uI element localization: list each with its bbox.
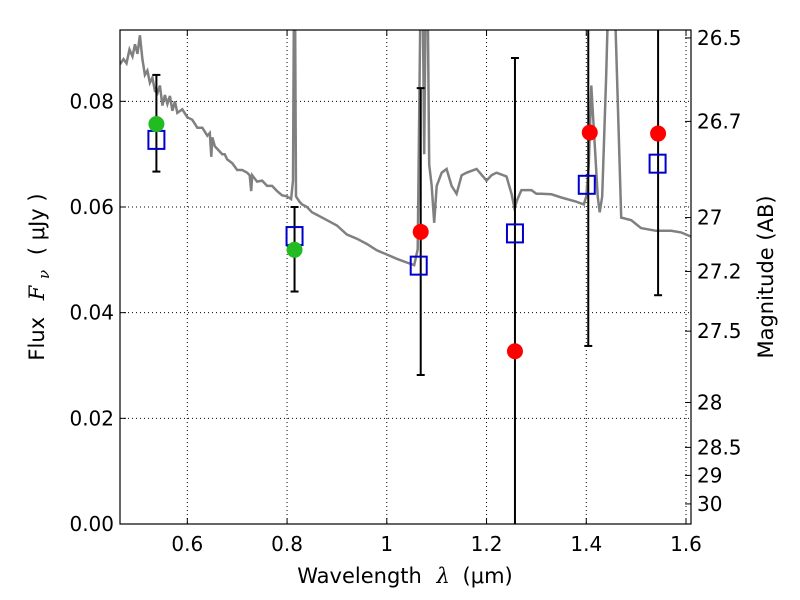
x-tick-label: 1.4 (570, 532, 602, 556)
measured-flux-marker (581, 124, 598, 141)
x-axis-label-symbol: λ (436, 564, 450, 588)
right-tick-label: 28.5 (697, 435, 742, 459)
right-tick-label: 29 (697, 463, 722, 487)
right-tick-label: 26.7 (697, 109, 742, 133)
x-tick-label: 1.6 (670, 532, 702, 556)
y-axis-label: Flux F ν ( μJy ) (25, 193, 54, 360)
y-axis-label-prefix: Flux (25, 317, 49, 361)
right-tick-label: 28 (697, 390, 722, 414)
y-tick-label: 0.04 (69, 301, 114, 325)
y-axis-label-units: ( μJy ) (25, 193, 49, 255)
model-spectrum-group (120, 30, 691, 267)
predicted-flux-marker (505, 223, 524, 244)
x-axis-label-units: (μm) (463, 564, 513, 588)
measured-flux-marker (506, 343, 523, 360)
right-tick-label: 27 (697, 206, 722, 230)
x-tick-label: 0.8 (271, 532, 303, 556)
error-bar (654, 30, 663, 297)
right-tick-label: 30 (697, 492, 722, 516)
y-tick-label: 0.08 (69, 89, 114, 113)
y-axis-label-symbol: F (25, 284, 49, 301)
y-tick-label: 0.06 (69, 195, 114, 219)
reference-flux-marker (286, 241, 303, 258)
errorbars-group (152, 30, 663, 524)
x-axis-label-prefix: Wavelength (297, 564, 422, 588)
measured-flux-marker (650, 125, 667, 142)
right-tick-label: 27.2 (697, 259, 742, 283)
right-tick-label: 26.5 (697, 26, 742, 50)
markers-group (147, 116, 667, 360)
y-axis-label-subscript: ν (35, 270, 53, 279)
error-bar (510, 57, 519, 524)
y-tick-label: 0.02 (69, 406, 114, 430)
ticks-group: 0.6 0.8 1 1.2 1.4 1.6 0.00 0.02 0.04 0.06 0.08 26.5… (69, 26, 741, 556)
right-tick-label: 27.5 (697, 319, 742, 343)
error-bar (584, 30, 593, 347)
x-axis-label: Wavelength λ (μm) (297, 564, 512, 588)
y-tick-label: 0.00 (69, 512, 114, 536)
measured-flux-marker (412, 223, 429, 240)
plot-frame (119, 29, 692, 525)
x-tick-label: 1 (380, 532, 393, 556)
reference-flux-marker (148, 116, 165, 133)
x-tick-label: 1.2 (471, 532, 503, 556)
x-tick-label: 0.6 (171, 532, 203, 556)
predicted-flux-marker (648, 153, 667, 174)
predicted-flux-marker (409, 255, 428, 276)
predicted-flux-marker (577, 174, 596, 195)
model-spectrum-line (120, 30, 691, 267)
right-axis-label: Magnitude (AB) (754, 195, 778, 358)
